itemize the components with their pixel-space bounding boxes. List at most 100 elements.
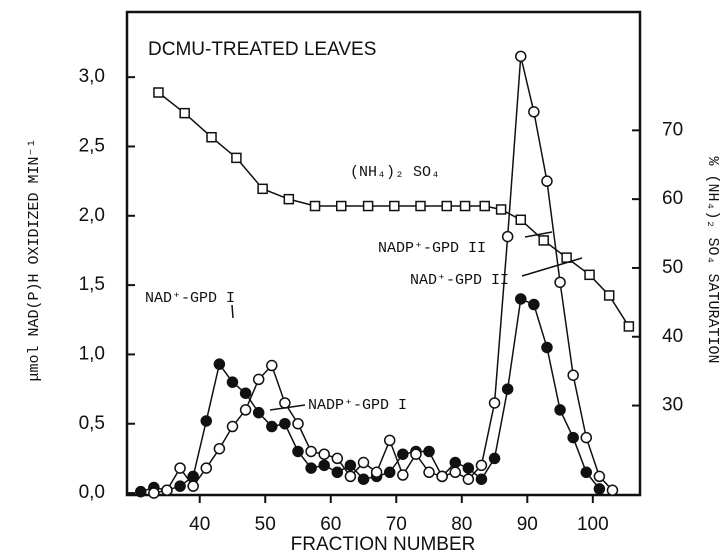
open-marker [410,448,422,460]
open-marker [554,276,566,289]
square-marker [283,193,295,205]
x-tick-label: 90 [517,514,538,535]
square-marker [538,235,549,246]
open-marker [541,175,553,187]
square-marker [335,200,347,212]
annotation: NADP⁺-GPD II [378,240,486,257]
open-marker [423,466,435,479]
y-tick-label: 1,0 [79,343,105,364]
filled-marker [567,431,579,444]
x-tick-label: 50 [255,514,276,535]
open-marker [357,456,370,469]
open-marker [148,487,160,499]
y2-tick-label: 30 [662,395,683,416]
open-marker [266,359,278,372]
filled-marker [266,420,278,433]
y2-tick-label: 40 [662,326,683,347]
filled-marker [397,448,409,460]
square-marker [206,131,217,143]
y-tick-label: 1,5 [79,274,105,295]
square-marker [257,183,268,195]
leader-line [231,304,234,319]
open-marker [528,106,540,118]
open-marker [292,417,304,430]
square-marker [153,87,164,98]
filled-marker [515,293,527,305]
filled-marker [554,404,566,416]
filled-marker [383,466,396,479]
open-marker [383,434,396,447]
filled-marker [318,459,330,472]
y-axis-label: μmol NAD(P)H OXIDIZED MIN⁻¹ [26,138,43,381]
y2-axis-label: % (NH₄)₂ SO₄ SATURATION [704,156,721,363]
open-marker [567,369,579,381]
x-tick-label: 80 [451,514,472,535]
open-marker [252,373,265,386]
filled-marker [593,483,606,495]
x-tick-label: 40 [189,514,210,535]
y-tick-label: 2,0 [79,205,105,226]
plot-frame [125,10,642,497]
open-marker [515,50,527,63]
open-marker [331,452,344,465]
x-axis-label: FRACTION NUMBER [291,534,476,555]
filled-marker [213,358,226,370]
filled-marker [344,459,357,472]
square-marker [231,152,242,164]
open-marker [606,484,619,497]
filled-marker [252,406,265,419]
open-marker [200,462,213,474]
leader-line [269,404,306,411]
square-marker [441,200,452,212]
filled-marker [488,452,501,465]
open-marker [213,442,226,455]
filled-marker [135,485,147,498]
open-marker [187,480,199,492]
open-marker [397,469,409,481]
series-line [153,56,614,494]
open-marker [436,470,448,483]
open-marker [239,404,252,416]
y-tick-label: 2,5 [79,135,105,156]
square-marker [561,252,572,263]
filled-marker [279,417,291,430]
filled-marker [462,462,475,474]
square-marker [623,321,635,332]
filled-marker [174,480,186,492]
y-tick-label: 0,0 [79,482,105,503]
square-marker [389,200,400,212]
annotation: (NH₄)₂ SO₄ [350,164,440,181]
open-marker [449,466,461,479]
square-marker [459,200,471,212]
open-marker [488,397,501,409]
leader-line [524,231,553,238]
square-marker [515,214,527,226]
open-marker [580,431,593,444]
filled-marker [580,466,593,479]
open-marker [305,445,317,458]
square-marker [362,200,374,212]
filled-marker [331,466,344,479]
square-marker [584,269,595,281]
y-tick-label: 0,5 [79,413,105,434]
filled-marker [305,462,317,474]
y2-tick-label: 60 [662,188,683,209]
filled-marker [200,415,213,427]
open-marker [593,470,606,483]
open-marker [344,470,357,483]
square-marker [603,290,615,301]
filled-marker [528,298,540,311]
filled-marker [423,445,435,458]
open-marker [462,473,475,485]
chart-title: DCMU-TREATED LEAVES [148,39,376,60]
filled-marker [541,341,553,354]
filled-marker [449,456,461,469]
open-marker [475,459,488,472]
filled-marker [239,387,252,399]
annotation: NAD⁺-GPD II [410,272,509,289]
y2-tick-label: 50 [662,257,683,278]
open-marker [501,230,514,243]
filled-marker [226,376,239,388]
filled-marker [475,473,488,485]
